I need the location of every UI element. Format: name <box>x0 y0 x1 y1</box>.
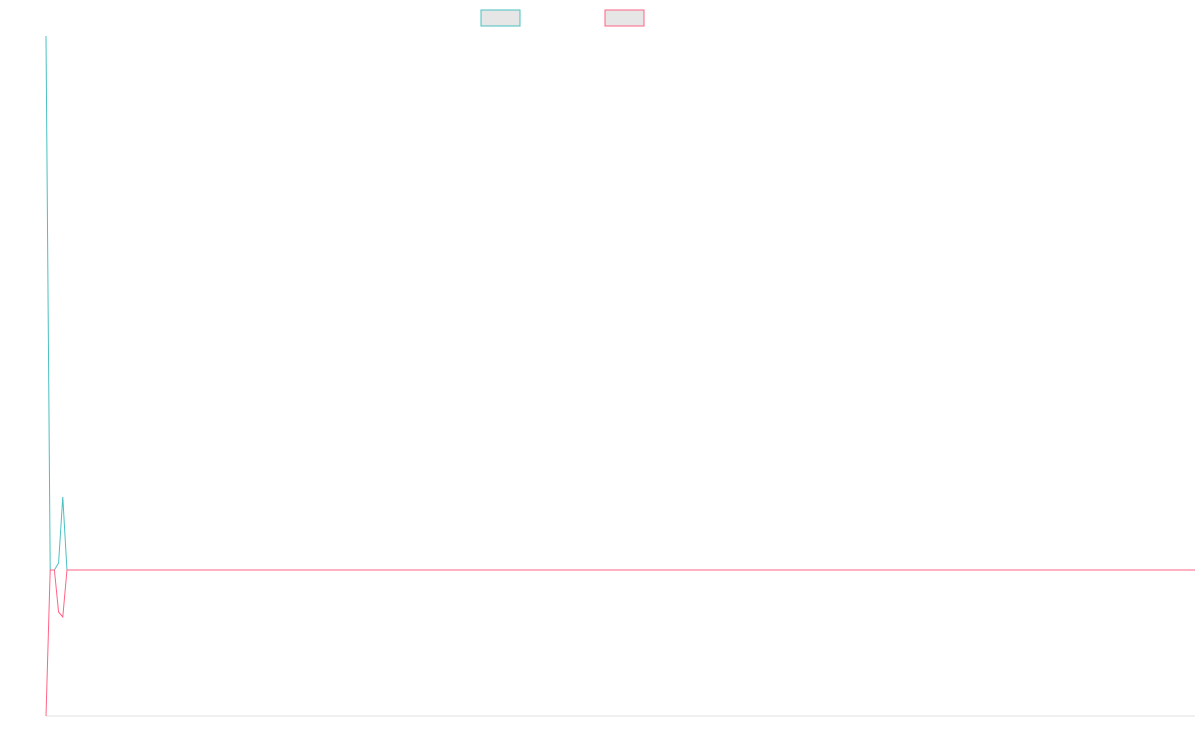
data-line <box>45 35 1195 571</box>
data-line <box>45 569 1195 717</box>
legend-swatch <box>480 9 521 27</box>
legend-swatch <box>604 9 645 27</box>
